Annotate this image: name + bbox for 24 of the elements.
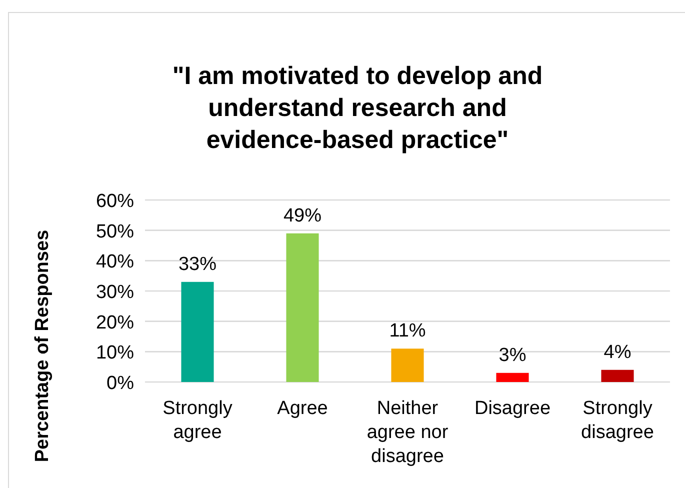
bar [496,372,529,382]
data-label: 4% [604,342,632,363]
data-label: 33% [178,254,217,275]
y-tick-label: 10% [96,342,134,364]
bar [601,370,634,382]
y-tick-label: 60% [96,191,134,212]
bar [181,282,214,382]
x-tick-label: Strongly disagree [581,398,654,443]
y-tick-label: 30% [96,282,134,303]
y-tick-label: 40% [96,252,134,273]
y-tick-label: 50% [96,221,134,242]
chart-title: "I am motivated to develop and understand research and evidence-based practice" [172,62,543,154]
bar [391,348,424,382]
y-tick-label: 20% [96,312,134,334]
x-tick-label: Agree [277,398,328,419]
data-label: 11% [389,320,426,342]
data-label: 49% [283,205,322,226]
x-tick-label: Strongly agree [162,398,233,443]
y-axis-title: Percentage of Responses [32,230,53,462]
x-tick-label: Disagree [474,398,551,419]
y-tick-label: 0% [106,373,134,394]
bar [286,233,319,382]
x-tick-label: Neither agree nor disagree [366,398,449,467]
data-label: 3% [498,344,526,366]
